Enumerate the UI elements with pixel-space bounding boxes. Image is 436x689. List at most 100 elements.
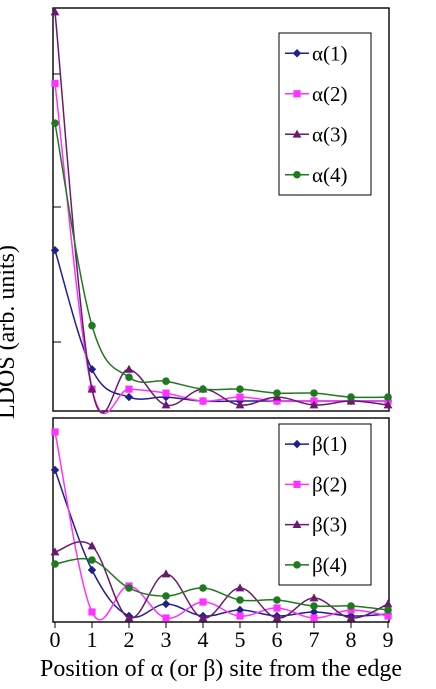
data-point [88, 556, 96, 564]
bottom-legend: β(1) β(2) β(3) β(4) [278, 423, 372, 586]
data-point [273, 604, 281, 612]
data-point [310, 614, 318, 622]
data-point [124, 364, 134, 373]
x-tick-label: 5 [235, 627, 246, 652]
data-point [88, 608, 96, 616]
data-point [310, 602, 318, 610]
data-point [273, 397, 281, 405]
legend-label: β(1) [312, 432, 347, 456]
data-point [51, 428, 59, 436]
series-beta-3 [50, 541, 393, 622]
x-tick-label: 3 [161, 627, 172, 652]
data-point [50, 246, 60, 255]
data-point [50, 547, 60, 556]
legend-entry: β(3) [285, 513, 347, 537]
data-point [198, 613, 208, 622]
legend-entry: α(4) [285, 163, 348, 187]
data-point [87, 541, 97, 550]
data-point [383, 599, 393, 608]
data-point [125, 373, 133, 382]
data-point [161, 569, 171, 578]
data-point [347, 393, 355, 401]
data-point [125, 385, 133, 393]
series-line [54, 249, 388, 403]
data-point [51, 560, 59, 568]
data-point [50, 7, 60, 16]
data-point [87, 565, 97, 575]
legend-box [278, 423, 372, 586]
series-alpha-4 [51, 119, 392, 401]
series-beta-4 [51, 556, 392, 614]
data-point [273, 596, 281, 604]
data-point [347, 602, 355, 610]
data-point [199, 397, 207, 405]
data-point [88, 321, 96, 330]
data-point [309, 607, 319, 617]
series-beta-2 [51, 428, 392, 622]
legend-entry: β(2) [285, 472, 347, 496]
legend-marker [293, 170, 301, 179]
legend-marker [293, 480, 301, 488]
data-point [50, 465, 60, 475]
legend-entry: α(1) [285, 41, 348, 65]
legend-label: β(3) [312, 513, 347, 537]
legend-marker [293, 90, 301, 98]
data-point [309, 400, 319, 409]
data-point [310, 389, 318, 397]
data-point [87, 365, 97, 374]
data-point [236, 612, 244, 620]
data-point [384, 393, 392, 401]
x-tick-label: 9 [383, 627, 394, 652]
data-point [124, 392, 134, 402]
data-point [235, 400, 245, 409]
legend-label: β(2) [312, 472, 347, 496]
data-point [199, 385, 207, 393]
legend-entry: α(3) [285, 122, 348, 146]
legend-label: β(4) [312, 553, 347, 577]
data-point [272, 613, 282, 622]
data-point [162, 377, 170, 386]
top-legend: α(1) α(2) α(3) α(4) [278, 32, 372, 196]
data-point [161, 400, 171, 409]
series-alpha-1 [50, 246, 393, 406]
data-point [162, 614, 170, 622]
series-line [54, 541, 389, 619]
legend-box [278, 32, 372, 196]
data-point [87, 384, 97, 393]
data-point [309, 593, 319, 602]
legend-label: α(4) [312, 163, 348, 187]
legend-marker [293, 561, 301, 569]
data-point [384, 612, 392, 620]
series-line [54, 11, 389, 414]
legend-entry: β(1) [285, 432, 347, 456]
legend-entry: β(4) [285, 553, 347, 577]
data-point [235, 605, 245, 615]
data-point [125, 584, 133, 592]
data-point [384, 606, 392, 614]
series-line [54, 557, 389, 611]
x-tick-label: 2 [124, 627, 135, 652]
series-line [54, 469, 389, 618]
bottom-series-group [50, 428, 393, 622]
top-y-ticks [53, 73, 61, 343]
data-point [236, 385, 244, 393]
x-tick-label: 8 [346, 627, 357, 652]
data-point [235, 583, 245, 592]
legend-marker [292, 129, 302, 138]
x-tick-label: 1 [87, 627, 98, 652]
legend-marker [292, 520, 302, 529]
data-point [161, 599, 171, 609]
top-series-group [50, 7, 393, 415]
data-point [162, 389, 170, 397]
data-point [236, 393, 244, 401]
data-point [51, 119, 59, 127]
legend-label: α(2) [312, 82, 348, 106]
y-axis-label: LDOS (arb. units) [0, 245, 20, 419]
x-axis-ticks: 0 1 2 3 4 5 6 7 8 9 [50, 622, 394, 652]
data-point [162, 592, 170, 600]
top-panel-frame [52, 7, 390, 412]
legend-label: α(3) [312, 122, 348, 146]
data-point [236, 596, 244, 604]
data-point [199, 598, 207, 606]
